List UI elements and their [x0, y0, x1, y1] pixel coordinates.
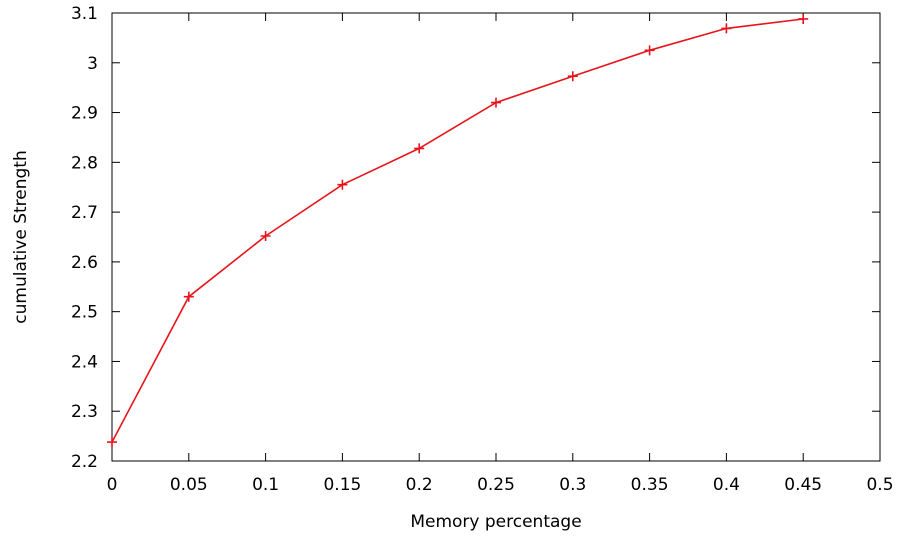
- data-point-marker: [260, 231, 271, 242]
- x-tick-label: 0.35: [631, 475, 669, 495]
- data-point-marker: [798, 13, 809, 24]
- x-axis-label: Memory percentage: [410, 512, 581, 532]
- x-tick-label: 0.4: [713, 475, 740, 495]
- y-tick-label: 2.2: [71, 452, 98, 472]
- y-tick-label: 2.6: [71, 253, 98, 273]
- x-tick-label: 0.05: [170, 475, 208, 495]
- x-tick-label: 0: [107, 475, 118, 495]
- x-tick-label: 0.3: [559, 475, 586, 495]
- y-tick-label: 2.7: [71, 203, 98, 223]
- x-tick-label: 0.15: [323, 475, 361, 495]
- y-tick-label: 2.3: [71, 402, 98, 422]
- data-point-marker: [414, 143, 425, 154]
- x-tick-label: 0.25: [477, 475, 515, 495]
- series-layer: [107, 13, 809, 448]
- y-tick-label: 2.4: [71, 352, 98, 372]
- x-tick-label: 0.5: [866, 475, 893, 495]
- y-tick-label: 2.5: [71, 303, 98, 323]
- data-point-marker: [567, 71, 578, 82]
- x-tick-label: 0.45: [784, 475, 822, 495]
- data-point-marker: [491, 97, 501, 108]
- plot-frame: [111, 12, 881, 462]
- y-axis-label: cumulative Strength: [11, 150, 31, 323]
- x-axis-ticks: 0 0.05 0.1 0.15 0.2 0.25 0.3 0.35 0.4 0.45 0.5: [107, 13, 894, 495]
- series-line: [111, 18, 804, 443]
- y-tick-label: 3: [87, 54, 98, 74]
- y-tick-label: 2.9: [71, 104, 98, 124]
- y-tick-label: 2.8: [71, 153, 98, 173]
- data-point-marker: [337, 179, 348, 190]
- y-tick-label: 3.1: [71, 4, 98, 24]
- data-point-marker: [183, 291, 194, 302]
- x-tick-label: 0.1: [252, 475, 279, 495]
- data-point-marker: [107, 437, 117, 448]
- y-axis-ticks: 2.2 2.3 2.4 2.5 2.6 2.7 2.8 2.9 3 3.1: [71, 4, 880, 472]
- data-point-marker: [721, 23, 732, 34]
- x-tick-label: 0.2: [406, 475, 433, 495]
- plot-border: [111, 12, 881, 462]
- data-point-marker: [644, 45, 655, 56]
